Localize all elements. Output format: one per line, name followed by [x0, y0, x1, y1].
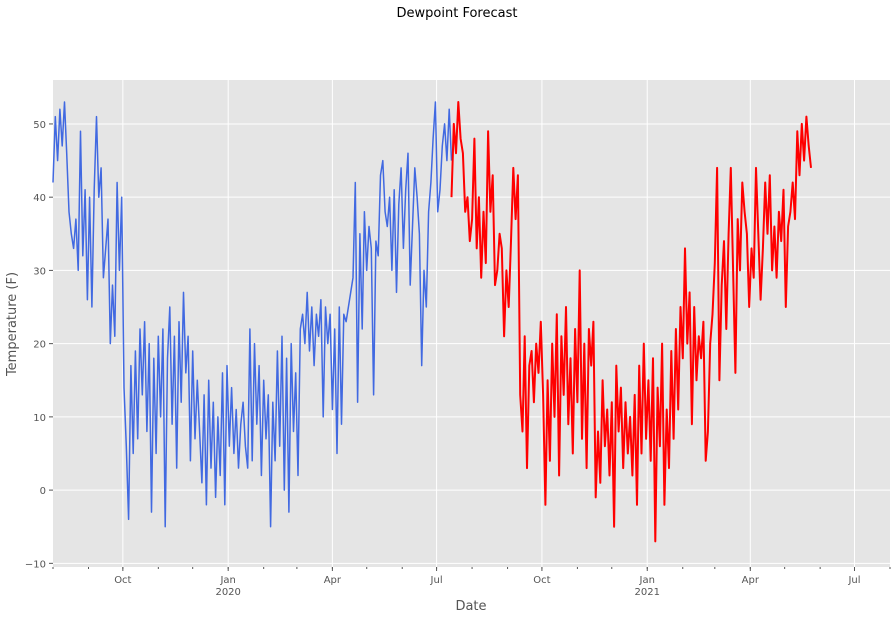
- series-layer: [52, 101, 812, 543]
- y-tick-label: 20: [33, 340, 46, 351]
- x-tick-label: Jan: [639, 575, 655, 586]
- x-tick-label: Jan: [219, 575, 235, 586]
- x-tick-label: Apr: [324, 575, 342, 586]
- x-tick-label: Oct: [114, 575, 131, 586]
- y-tick-label: 50: [33, 120, 46, 131]
- y-tick-label: −10: [25, 559, 46, 570]
- y-axis-label: Temperature (F): [5, 272, 20, 377]
- x-tick-label: Apr: [742, 575, 760, 586]
- grid-lines: [53, 80, 890, 567]
- series-line-forecast: [450, 101, 812, 543]
- y-tick-label: 0: [40, 486, 46, 497]
- y-tick-label: 40: [33, 193, 46, 204]
- x-tick-label: Jul: [847, 575, 860, 586]
- chart-title: Dewpoint Forecast: [397, 6, 518, 21]
- x-axis-label: Date: [455, 599, 486, 614]
- x-tick-label: Jul: [430, 575, 443, 586]
- x-tick-year-label: 2020: [215, 587, 240, 598]
- y-tick-label: 10: [33, 413, 46, 424]
- y-axis: −10 0 10 20 30 40 50: [25, 120, 53, 570]
- x-tick-label: Oct: [533, 575, 550, 586]
- series-line-observed: [52, 101, 453, 528]
- y-tick-label: 30: [33, 266, 46, 277]
- x-tick-year-label: 2021: [635, 587, 660, 598]
